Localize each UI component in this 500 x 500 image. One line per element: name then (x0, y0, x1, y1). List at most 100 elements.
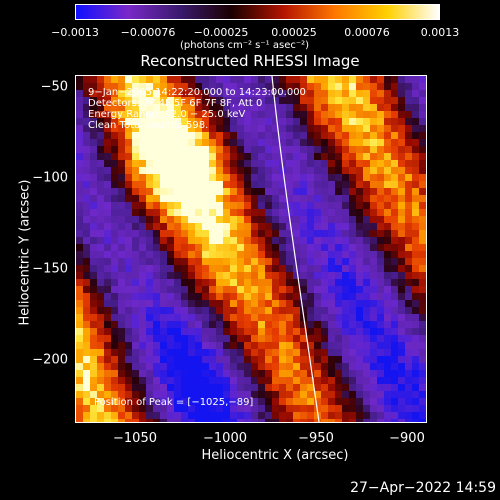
heatmap-cell (258, 293, 266, 301)
heatmap-cell (286, 160, 294, 168)
heatmap-cell (398, 97, 406, 105)
heatmap-cell (412, 195, 420, 203)
heatmap-cell (370, 104, 378, 112)
heatmap-cell (321, 111, 329, 119)
heatmap-cell (398, 391, 406, 399)
heatmap-cell (391, 335, 399, 343)
heatmap-cell (384, 125, 392, 133)
heatmap-cell (335, 202, 343, 210)
heatmap-cell (202, 328, 210, 336)
heatmap-cell (349, 83, 357, 91)
heatmap-cell (251, 419, 259, 422)
heatmap-cell (90, 237, 98, 245)
heatmap-cell (153, 258, 161, 266)
heatmap-cell (174, 139, 182, 147)
heatmap-cell (153, 216, 161, 224)
heatmap-cell (181, 167, 189, 175)
heatmap-cell (209, 293, 217, 301)
colorbar-tick: −0.00076 (120, 26, 176, 39)
heatmap-cell (342, 335, 350, 343)
heatmap-cell (293, 202, 301, 210)
heatmap-cell (244, 195, 252, 203)
heatmap-cell (174, 118, 182, 126)
heatmap-cell (160, 146, 168, 154)
heatmap-cell (356, 363, 364, 371)
heatmap-cell (118, 230, 126, 238)
heatmap-cell (265, 384, 273, 392)
heatmap-cell (419, 398, 426, 406)
heatmap-cell (391, 286, 399, 294)
heatmap-cell (111, 258, 119, 266)
heatmap-cell (237, 90, 245, 98)
heatmap-cell (195, 244, 203, 252)
heatmap-cell (83, 195, 91, 203)
heatmap-cell (118, 83, 126, 91)
heatmap-cell (377, 279, 385, 287)
heatmap-cell (202, 132, 210, 140)
heatmap-cell (97, 181, 105, 189)
heatmap-cell (111, 384, 119, 392)
heatmap-cell (293, 181, 301, 189)
heatmap-cell (384, 265, 392, 273)
heatmap-cell (146, 405, 154, 413)
heatmap-cell (139, 328, 147, 336)
heatmap-cell (258, 314, 266, 322)
heatmap-cell (377, 384, 385, 392)
heatmap-cell (251, 342, 259, 350)
heatmap-cell (356, 188, 364, 196)
heatmap-cell (237, 405, 245, 413)
heatmap-cell (307, 230, 315, 238)
heatmap-cell (146, 377, 154, 385)
heatmap-cell (160, 181, 168, 189)
heatmap-cell (272, 188, 280, 196)
heatmap-cell (153, 384, 161, 392)
heatmap-cell (293, 321, 301, 329)
heatmap-cell (195, 188, 203, 196)
heatmap-cell (97, 279, 105, 287)
heatmap-cell (230, 405, 238, 413)
heatmap-cell (419, 377, 426, 385)
heatmap-cell (209, 230, 217, 238)
heatmap-cell (146, 132, 154, 140)
heatmap-cell (181, 132, 189, 140)
heatmap-cell (398, 293, 406, 301)
heatmap-cell (314, 174, 322, 182)
heatmap-cell (384, 181, 392, 189)
heatmap-cell (391, 237, 399, 245)
heatmap-cell (398, 286, 406, 294)
heatmap-cell (202, 244, 210, 252)
heatmap-cell (167, 111, 175, 119)
heatmap-cell (195, 398, 203, 406)
heatmap-cell (335, 363, 343, 371)
heatmap-cell (321, 419, 329, 422)
heatmap-cell (125, 419, 133, 422)
heatmap-cell (335, 167, 343, 175)
heatmap-cell (223, 139, 231, 147)
heatmap-cell (363, 342, 371, 350)
heatmap-cell (153, 398, 161, 406)
heatmap-cell (398, 104, 406, 112)
heatmap-cell (335, 139, 343, 147)
heatmap-cell (342, 111, 350, 119)
x-tick-label: −950 (298, 431, 334, 446)
heatmap-cell (321, 349, 329, 357)
heatmap-cell (349, 328, 357, 336)
heatmap-cell (314, 237, 322, 245)
heatmap-cell (286, 167, 294, 175)
heatmap-cell (251, 132, 259, 140)
heatmap-cell (97, 132, 105, 140)
heatmap-cell (412, 111, 420, 119)
heatmap-cell (111, 286, 119, 294)
heatmap-cell (286, 97, 294, 105)
heatmap-cell (167, 216, 175, 224)
heatmap-cell (251, 139, 259, 147)
heatmap-cell (146, 209, 154, 217)
heatmap-cell (97, 293, 105, 301)
heatmap-cell (265, 132, 273, 140)
heatmap-cell (300, 230, 308, 238)
heatmap-cell (223, 244, 231, 252)
heatmap-cell (419, 258, 426, 266)
heatmap-cell (153, 321, 161, 329)
heatmap-cell (272, 321, 280, 329)
heatmap-cell (90, 265, 98, 273)
